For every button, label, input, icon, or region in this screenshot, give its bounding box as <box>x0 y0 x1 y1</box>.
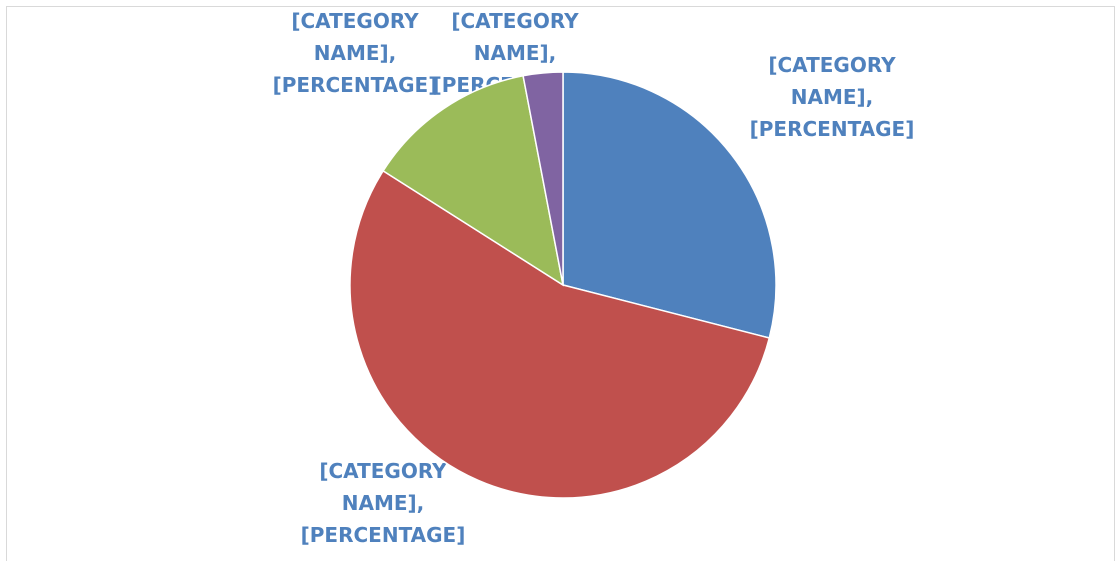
pie-slice <box>522 71 564 286</box>
pie-slice <box>349 169 771 499</box>
pie-slice <box>562 71 777 339</box>
pie-slice <box>382 74 565 287</box>
